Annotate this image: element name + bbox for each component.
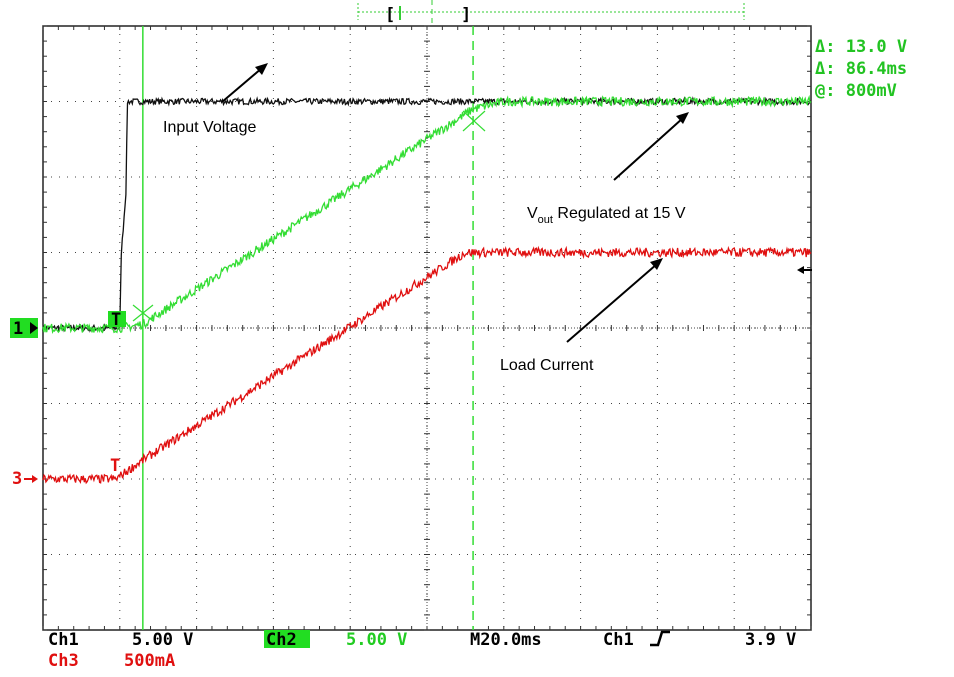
ch1-level-marker[interactable]: 1 [10,318,38,339]
status-bar: Ch1 5.00 V Ch2 5.00 V M20.0ms Ch1 3.9 V … [48,630,796,671]
ch3-level-marker[interactable]: 3 [12,469,38,489]
ch2-label[interactable]: Ch2 [266,630,297,650]
cursor-cross-2 [463,111,485,131]
annotation-load-current: Load Current [492,258,663,382]
timebase[interactable]: M20.0ms [470,630,542,650]
svg-text:Input Voltage: Input Voltage [163,119,257,136]
svg-text:T: T [110,456,120,476]
ch3-label[interactable]: Ch3 [48,651,79,671]
trigger-source[interactable]: Ch1 [603,630,634,650]
ch3-scale: 500mA [124,651,175,671]
svg-text:3: 3 [12,469,22,489]
rising-edge-icon [650,632,670,645]
record-timeline: [ ] [358,0,744,25]
readout-cursor-level: @: 800mV [815,81,897,101]
svg-text:1: 1 [13,319,23,339]
annotation-vout: Vout Regulated at 15 V [520,112,770,228]
cursor-readout: Δ: 13.0 V Δ: 86.4ms @: 800mV [815,37,907,101]
ch1-label[interactable]: Ch1 [48,630,79,650]
ch1-scale: 5.00 V [132,630,193,650]
ch2-scale: 5.00 V [346,630,407,650]
trigger-marker: T [108,310,126,330]
trigger-level: 3.9 V [745,630,796,650]
svg-text:T: T [111,310,121,330]
readout-delta-time: Δ: 86.4ms [815,59,907,79]
readout-delta-voltage: Δ: 13.0 V [815,37,907,57]
timeline-bracket-right: ] [461,5,471,25]
annotation-input-voltage: Input Voltage [150,63,300,144]
timeline-bracket-left: [ [385,5,395,25]
svg-text:Load Current: Load Current [500,357,594,374]
ch3-trigger-marker: T [110,456,120,476]
